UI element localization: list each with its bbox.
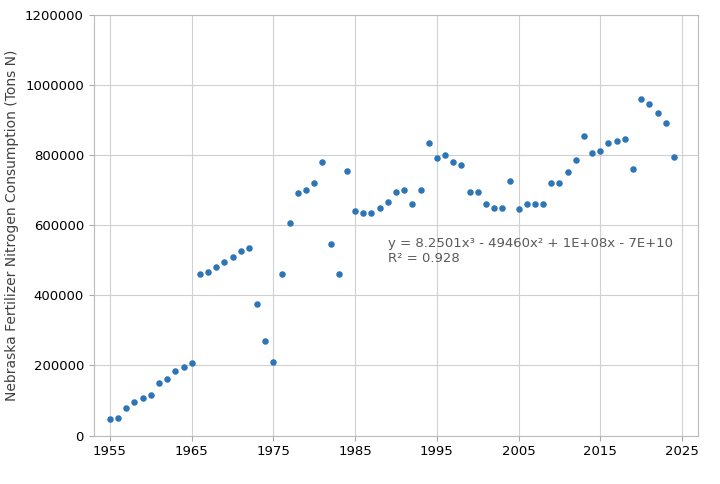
- Point: [619, 135, 631, 143]
- Point: [480, 200, 492, 208]
- Point: [374, 204, 385, 212]
- Point: [521, 200, 533, 208]
- Point: [194, 270, 206, 278]
- Point: [104, 415, 116, 423]
- Text: y = 8.2501x³ - 49460x² + 1E+08x - 7E+10
R² = 0.928: y = 8.2501x³ - 49460x² + 1E+08x - 7E+10 …: [388, 237, 672, 265]
- Point: [497, 204, 508, 212]
- Point: [308, 179, 320, 187]
- Point: [129, 398, 140, 406]
- Point: [341, 167, 353, 175]
- Point: [284, 219, 295, 227]
- Point: [259, 337, 271, 345]
- Point: [488, 204, 500, 212]
- Point: [170, 367, 181, 375]
- Point: [382, 198, 394, 206]
- Point: [178, 363, 189, 371]
- Point: [268, 358, 279, 366]
- Y-axis label: Nebraska Fertilizer Nitrogen Consumption (Tons N): Nebraska Fertilizer Nitrogen Consumption…: [6, 49, 19, 401]
- Point: [423, 139, 434, 147]
- Point: [325, 241, 336, 248]
- Point: [595, 148, 606, 155]
- Point: [243, 244, 255, 252]
- Point: [120, 404, 132, 411]
- Point: [505, 177, 516, 185]
- Point: [660, 120, 672, 127]
- Point: [537, 200, 549, 208]
- Point: [578, 132, 590, 139]
- Point: [292, 190, 304, 197]
- Point: [276, 270, 287, 278]
- Point: [447, 158, 459, 166]
- Point: [317, 158, 328, 166]
- Point: [161, 376, 173, 383]
- Point: [210, 263, 222, 271]
- Point: [415, 186, 426, 194]
- Point: [251, 300, 263, 308]
- Point: [652, 109, 663, 117]
- Point: [456, 162, 467, 169]
- Point: [186, 359, 197, 367]
- Point: [627, 165, 639, 173]
- Point: [235, 247, 246, 255]
- Point: [611, 137, 622, 145]
- Point: [398, 186, 410, 194]
- Point: [202, 269, 214, 276]
- Point: [439, 151, 451, 159]
- Point: [513, 205, 524, 213]
- Point: [390, 188, 402, 196]
- Point: [636, 95, 647, 103]
- Point: [112, 414, 124, 422]
- Point: [137, 394, 148, 402]
- Point: [227, 253, 238, 260]
- Point: [366, 209, 377, 217]
- Point: [554, 179, 565, 187]
- Point: [153, 379, 165, 387]
- Point: [529, 200, 541, 208]
- Point: [562, 168, 573, 176]
- Point: [349, 207, 361, 215]
- Point: [603, 139, 614, 147]
- Point: [668, 153, 680, 161]
- Point: [472, 188, 484, 196]
- Point: [644, 100, 655, 108]
- Point: [431, 154, 443, 162]
- Point: [145, 392, 156, 399]
- Point: [570, 156, 582, 164]
- Point: [300, 186, 312, 194]
- Point: [333, 270, 345, 278]
- Point: [407, 200, 418, 208]
- Point: [546, 179, 557, 187]
- Point: [219, 258, 230, 266]
- Point: [358, 209, 369, 217]
- Point: [464, 188, 475, 196]
- Point: [586, 149, 598, 157]
